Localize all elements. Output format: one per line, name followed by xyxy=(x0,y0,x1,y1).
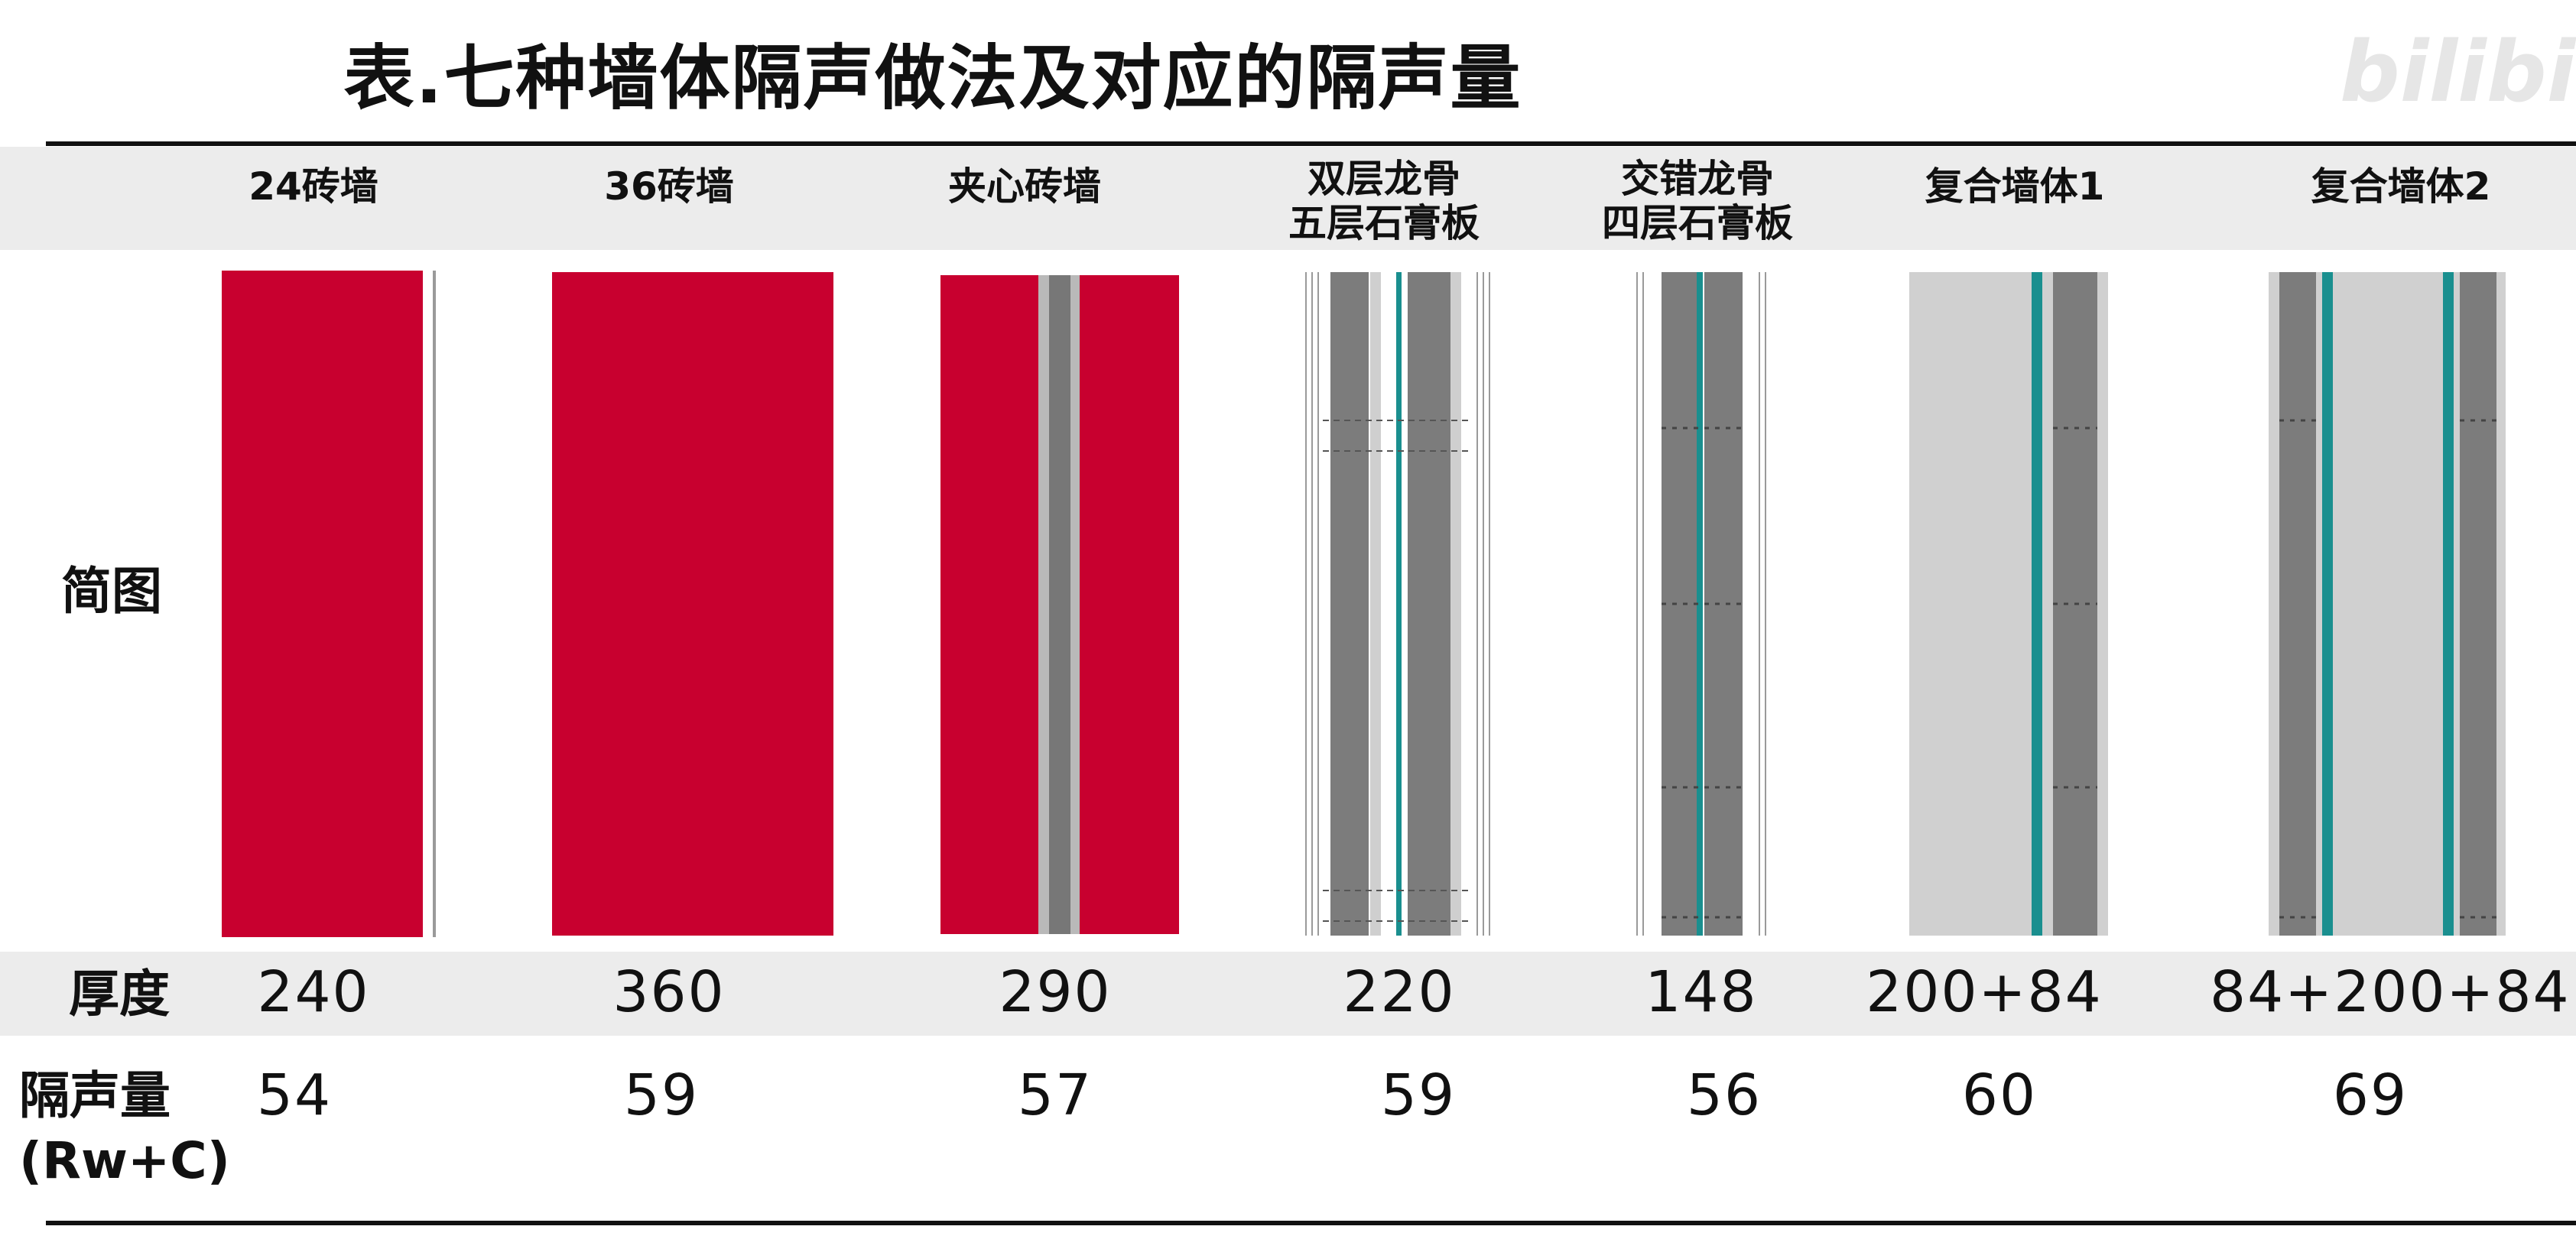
stud-insulation-left xyxy=(2279,272,2316,936)
column-header-composite-2: 复合墙体2 xyxy=(2256,164,2546,209)
cavity-gap xyxy=(1038,275,1049,934)
thickness-value: 84+200+84 xyxy=(2210,959,2571,1025)
row-label-thickness: 厚度 xyxy=(69,965,170,1024)
thickness-value: 148 xyxy=(1645,959,1758,1025)
insulation-value: 56 xyxy=(1686,1062,1762,1128)
membrane-layer xyxy=(1697,272,1703,936)
thickness-value: 200+84 xyxy=(1866,959,2103,1025)
gypsum-board xyxy=(2097,272,2108,936)
column-header-24-brick: 24砖墙 xyxy=(168,164,459,209)
column-header-text: 交错龙骨 xyxy=(1621,157,1774,201)
thickness-value: 240 xyxy=(257,959,370,1025)
cavity-gap xyxy=(1070,275,1080,934)
row-label-insulation-unit: (Rw+C) xyxy=(19,1131,230,1190)
thickness-value: 220 xyxy=(1343,959,1456,1025)
gypsum-board xyxy=(1450,272,1461,936)
diagram-staggered-stud-gypsum xyxy=(1632,268,1770,940)
table-top-rule xyxy=(46,141,2576,146)
column-header-text-2: 四层石膏板 xyxy=(1602,201,1793,245)
column-header-text: 24砖墙 xyxy=(249,164,378,209)
insulation-core xyxy=(1049,275,1070,934)
diagram-composite-wall-2 xyxy=(2267,268,2512,940)
column-header-staggered-stud: 交错龙骨 四层石膏板 xyxy=(1552,157,1843,245)
gypsum-board xyxy=(2042,272,2053,936)
brick-layer xyxy=(552,272,833,936)
column-header-text: 双层龙骨 xyxy=(1307,157,1460,201)
insulation-value: 57 xyxy=(1017,1062,1093,1128)
diagram-cavity-brick xyxy=(939,268,1184,940)
membrane-layer-right xyxy=(2443,272,2454,936)
insulation-value: 59 xyxy=(1380,1062,1457,1128)
header-row-band xyxy=(0,147,2576,250)
page-title: 表.七种墙体隔声做法及对应的隔声量 xyxy=(343,37,1522,119)
column-header-double-stud: 双层龙骨 五层石膏板 xyxy=(1239,157,1529,245)
column-header-cavity-brick: 夹心砖墙 xyxy=(879,164,1170,209)
insulation-value: 54 xyxy=(256,1062,333,1128)
stud-insulation-right xyxy=(2460,272,2496,936)
row-label-diagram: 简图 xyxy=(61,562,162,621)
membrane-layer xyxy=(1396,272,1402,936)
stud-insulation-left xyxy=(1662,272,1697,936)
stud-insulation-left xyxy=(1330,272,1369,936)
thickness-value: 290 xyxy=(999,959,1112,1025)
diagram-composite-wall-1 xyxy=(1908,268,2137,940)
insulation-value: 59 xyxy=(623,1062,700,1128)
row-label-insulation: 隔声量 xyxy=(19,1066,171,1125)
stud-insulation-right xyxy=(1704,272,1743,936)
column-header-composite-1: 复合墙体1 xyxy=(1869,164,2160,209)
watermark-logo: bilibili xyxy=(2340,23,2576,121)
thickness-value: 360 xyxy=(612,959,726,1025)
diagram-double-stud-gypsum xyxy=(1300,268,1499,940)
table-bottom-rule xyxy=(46,1221,2576,1225)
gypsum-board xyxy=(1370,272,1381,936)
membrane-layer xyxy=(2032,272,2042,936)
concrete-layer xyxy=(1909,272,2032,936)
brick-layer xyxy=(222,271,423,937)
column-header-text: 36砖墙 xyxy=(604,164,734,209)
brick-layer-left xyxy=(940,275,1038,934)
column-header-text: 复合墙体1 xyxy=(1925,164,2105,209)
insulation-value: 60 xyxy=(1961,1062,2038,1128)
membrane-layer-left xyxy=(2322,272,2333,936)
column-header-text-2: 五层石膏板 xyxy=(1288,201,1480,245)
diagram-36-brick xyxy=(551,268,841,940)
insulation-value: 69 xyxy=(2332,1062,2409,1128)
stud-insulation-right xyxy=(1408,272,1450,936)
column-header-36-brick: 36砖墙 xyxy=(524,164,814,209)
column-header-text: 复合墙体2 xyxy=(2311,164,2491,209)
column-header-text: 夹心砖墙 xyxy=(948,164,1101,209)
brick-layer-right xyxy=(1080,275,1179,934)
thickness-row-band xyxy=(0,952,2576,1036)
diagram-24-brick xyxy=(218,268,463,940)
